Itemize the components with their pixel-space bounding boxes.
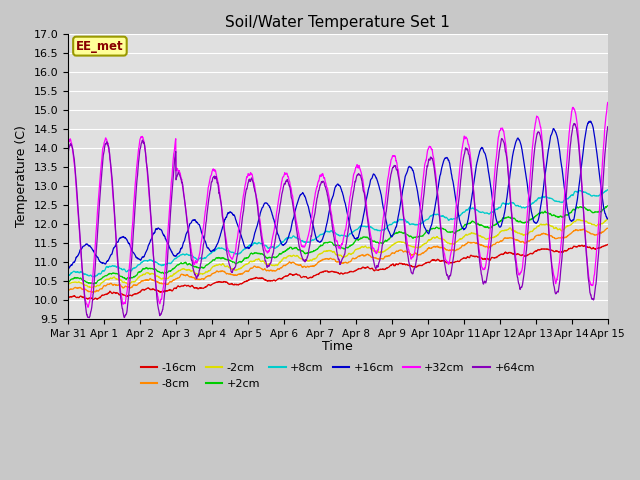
-8cm: [572, 227, 579, 233]
+2cm: [572, 207, 579, 213]
+8cm: [64, 273, 72, 278]
+16cm: [214, 239, 222, 244]
-8cm: [88, 289, 95, 295]
+2cm: [215, 255, 223, 261]
+16cm: [365, 185, 373, 191]
+2cm: [354, 237, 362, 242]
Text: EE_met: EE_met: [76, 40, 124, 53]
+8cm: [215, 245, 223, 251]
-2cm: [495, 231, 502, 237]
+32cm: [215, 182, 223, 188]
Line: +16cm: +16cm: [68, 121, 608, 269]
-2cm: [64, 282, 72, 288]
Line: -8cm: -8cm: [68, 228, 608, 292]
+32cm: [572, 109, 579, 115]
+64cm: [571, 120, 579, 126]
+16cm: [556, 151, 564, 157]
-8cm: [604, 225, 612, 231]
-8cm: [603, 225, 611, 231]
+64cm: [85, 315, 93, 321]
-16cm: [604, 241, 612, 247]
+8cm: [365, 224, 373, 229]
Legend: -16cm, -8cm, -2cm, +2cm, +8cm, +16cm, +32cm, +64cm: -16cm, -8cm, -2cm, +2cm, +8cm, +16cm, +3…: [136, 359, 540, 393]
-16cm: [64, 296, 72, 301]
Line: +32cm: +32cm: [68, 103, 608, 307]
+8cm: [495, 204, 502, 210]
+32cm: [604, 100, 612, 106]
-16cm: [215, 279, 223, 285]
Title: Soil/Water Temperature Set 1: Soil/Water Temperature Set 1: [225, 15, 451, 30]
+32cm: [64, 142, 72, 148]
X-axis label: Time: Time: [323, 340, 353, 353]
-8cm: [215, 269, 223, 275]
-2cm: [88, 285, 95, 291]
-8cm: [365, 252, 373, 258]
+2cm: [64, 279, 72, 285]
+32cm: [354, 163, 362, 168]
+32cm: [365, 223, 373, 229]
-2cm: [354, 246, 362, 252]
+2cm: [90, 281, 97, 287]
-2cm: [365, 244, 373, 250]
-2cm: [556, 227, 564, 232]
+16cm: [353, 236, 361, 241]
+64cm: [215, 189, 223, 194]
-8cm: [556, 235, 564, 241]
Y-axis label: Temperature (C): Temperature (C): [15, 126, 28, 228]
+32cm: [556, 251, 564, 257]
+8cm: [91, 274, 99, 280]
+64cm: [556, 274, 564, 279]
+8cm: [604, 187, 612, 192]
-16cm: [572, 244, 579, 250]
-16cm: [604, 241, 611, 247]
-16cm: [365, 265, 373, 271]
+16cm: [571, 210, 579, 216]
Line: +2cm: +2cm: [68, 206, 608, 284]
+16cm: [604, 216, 612, 221]
-2cm: [604, 216, 612, 222]
Line: +8cm: +8cm: [68, 190, 608, 277]
-2cm: [215, 262, 223, 268]
+64cm: [495, 154, 502, 160]
-8cm: [495, 240, 502, 245]
+64cm: [365, 230, 373, 236]
-8cm: [354, 254, 362, 260]
+64cm: [354, 172, 362, 178]
+2cm: [604, 203, 612, 209]
+2cm: [365, 236, 373, 242]
+2cm: [556, 213, 564, 219]
+2cm: [495, 219, 502, 225]
+64cm: [572, 122, 579, 128]
Line: +64cm: +64cm: [68, 123, 608, 318]
+16cm: [64, 266, 72, 272]
+64cm: [604, 124, 612, 130]
Line: -2cm: -2cm: [68, 219, 608, 288]
+8cm: [572, 189, 579, 194]
+32cm: [495, 133, 502, 139]
-16cm: [556, 249, 564, 255]
Line: -16cm: -16cm: [68, 244, 608, 300]
+8cm: [354, 227, 362, 232]
+32cm: [84, 304, 92, 310]
-16cm: [495, 252, 502, 258]
+8cm: [556, 199, 564, 205]
-8cm: [64, 288, 72, 294]
-2cm: [604, 216, 611, 222]
-2cm: [572, 219, 579, 225]
+16cm: [586, 119, 594, 124]
+64cm: [64, 150, 72, 156]
-16cm: [354, 267, 362, 273]
-16cm: [90, 297, 97, 302]
+16cm: [495, 222, 502, 228]
